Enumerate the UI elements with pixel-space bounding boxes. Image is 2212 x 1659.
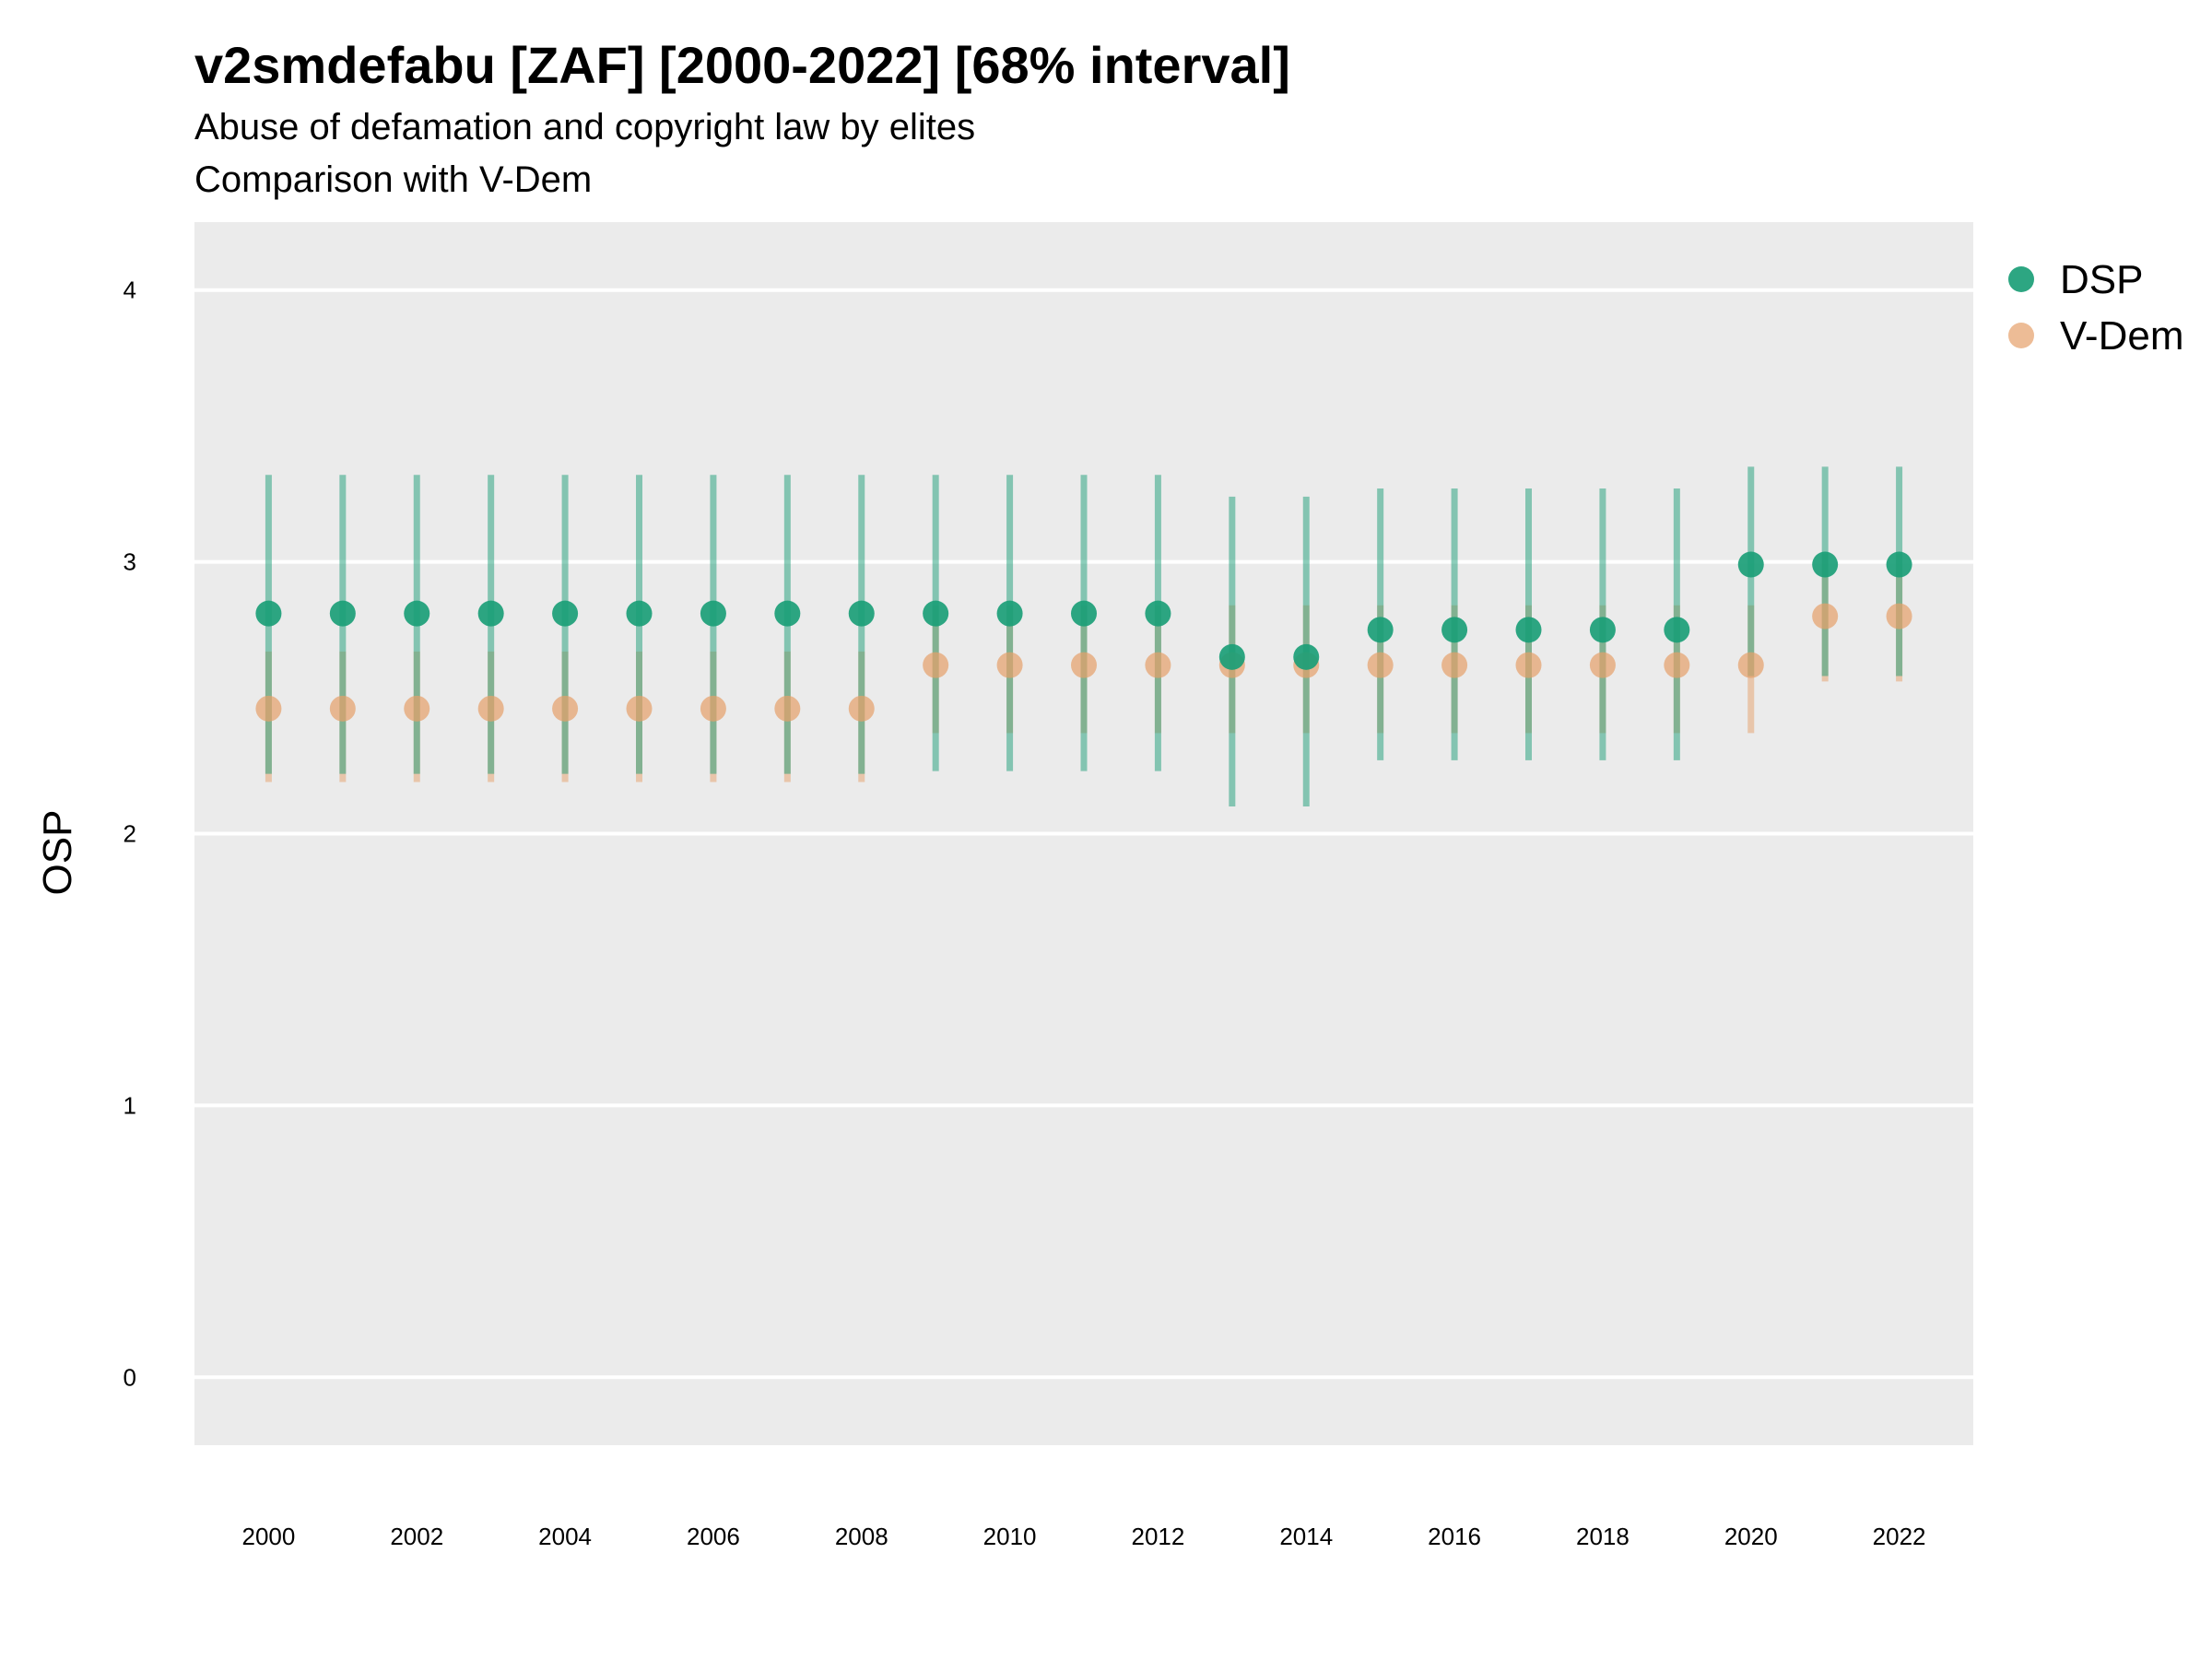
- vdem-point-2017: [1515, 652, 1542, 678]
- y-tick-label: 0: [124, 1363, 136, 1391]
- chart-title: v2smdefabu [ZAF] [2000-2022] [68% interv…: [194, 36, 1290, 94]
- dsp-point-2012: [1145, 600, 1171, 627]
- vdem-point-2021: [1812, 603, 1839, 629]
- dsp-point-2022: [1886, 551, 1912, 578]
- legend-swatch-dsp: [2008, 266, 2034, 292]
- vdem-point-2012: [1145, 652, 1171, 678]
- legend: DSP V-Dem: [2008, 257, 2183, 359]
- y-tick-labels: 0 1 2 3 4: [124, 276, 136, 1392]
- vdem-point-2007: [774, 695, 801, 722]
- x-tick-label: 2016: [1428, 1523, 1481, 1550]
- vdem-point-2004: [552, 695, 579, 722]
- dsp-point-2009: [923, 600, 949, 627]
- vdem-point-2009: [923, 652, 949, 678]
- dsp-point-2014: [1293, 643, 1320, 670]
- dsp-point-2018: [1589, 617, 1616, 643]
- dsp-point-2001: [329, 600, 356, 627]
- dsp-point-2013: [1218, 643, 1245, 670]
- vdem-point-2018: [1589, 652, 1616, 678]
- x-tick-label: 2002: [390, 1523, 443, 1550]
- x-tick-label: 2006: [687, 1523, 740, 1550]
- dsp-point-2007: [774, 600, 801, 627]
- legend-label-dsp: DSP: [2060, 257, 2143, 302]
- x-tick-label: 2004: [538, 1523, 592, 1550]
- dsp-point-2005: [626, 600, 653, 627]
- y-tick-label: 4: [124, 276, 136, 304]
- vdem-point-2010: [996, 652, 1023, 678]
- data-points: [255, 551, 1912, 722]
- x-tick-label: 2008: [835, 1523, 888, 1550]
- dsp-point-2017: [1515, 617, 1542, 643]
- dsp-point-2004: [552, 600, 579, 627]
- vdem-point-2005: [626, 695, 653, 722]
- dsp-point-2016: [1441, 617, 1468, 643]
- x-tick-label: 2012: [1131, 1523, 1184, 1550]
- x-tick-label: 2010: [983, 1523, 1037, 1550]
- vdem-point-2003: [477, 695, 504, 722]
- vdem-point-2000: [255, 695, 282, 722]
- legend-swatch-vdem: [2008, 323, 2034, 348]
- x-tick-label: 2022: [1873, 1523, 1926, 1550]
- dsp-point-2003: [477, 600, 504, 627]
- x-tick-labels: 2000 2002 2004 2006 2008 2010 2012 2014 2016 2018…: [241, 1523, 1925, 1550]
- y-tick-label: 1: [124, 1091, 136, 1119]
- dsp-point-2006: [700, 600, 726, 627]
- x-tick-label: 2000: [241, 1523, 295, 1550]
- dsp-point-2015: [1367, 617, 1394, 643]
- vdem-point-2002: [404, 695, 430, 722]
- dsp-point-2002: [404, 600, 430, 627]
- dsp-point-2000: [255, 600, 282, 627]
- dsp-point-2011: [1071, 600, 1097, 627]
- chart-subtitle-line-1: Abuse of defamation and copyright law by…: [194, 107, 976, 147]
- legend-label-vdem: V-Dem: [2060, 313, 2183, 359]
- dsp-point-2019: [1664, 617, 1690, 643]
- dsp-point-2010: [996, 600, 1023, 627]
- dsp-point-2008: [848, 600, 875, 627]
- vdem-point-2015: [1367, 652, 1394, 678]
- dsp-point-2020: [1737, 551, 1764, 578]
- dsp-point-2021: [1812, 551, 1839, 578]
- vdem-point-2016: [1441, 652, 1468, 678]
- vdem-point-2006: [700, 695, 726, 722]
- chart-subtitle-line-2: Comparison with V-Dem: [194, 159, 593, 200]
- y-tick-label: 2: [124, 820, 136, 848]
- vdem-point-2011: [1071, 652, 1097, 678]
- x-tick-label: 2020: [1724, 1523, 1778, 1550]
- y-axis-label: OSP: [35, 810, 80, 896]
- x-tick-label: 2014: [1279, 1523, 1333, 1550]
- y-tick-label: 3: [124, 548, 136, 576]
- vdem-point-2019: [1664, 652, 1690, 678]
- vdem-point-2020: [1737, 652, 1764, 678]
- x-tick-label: 2018: [1576, 1523, 1630, 1550]
- vdem-point-2008: [848, 695, 875, 722]
- vdem-point-2022: [1886, 603, 1912, 629]
- vdem-point-2001: [329, 695, 356, 722]
